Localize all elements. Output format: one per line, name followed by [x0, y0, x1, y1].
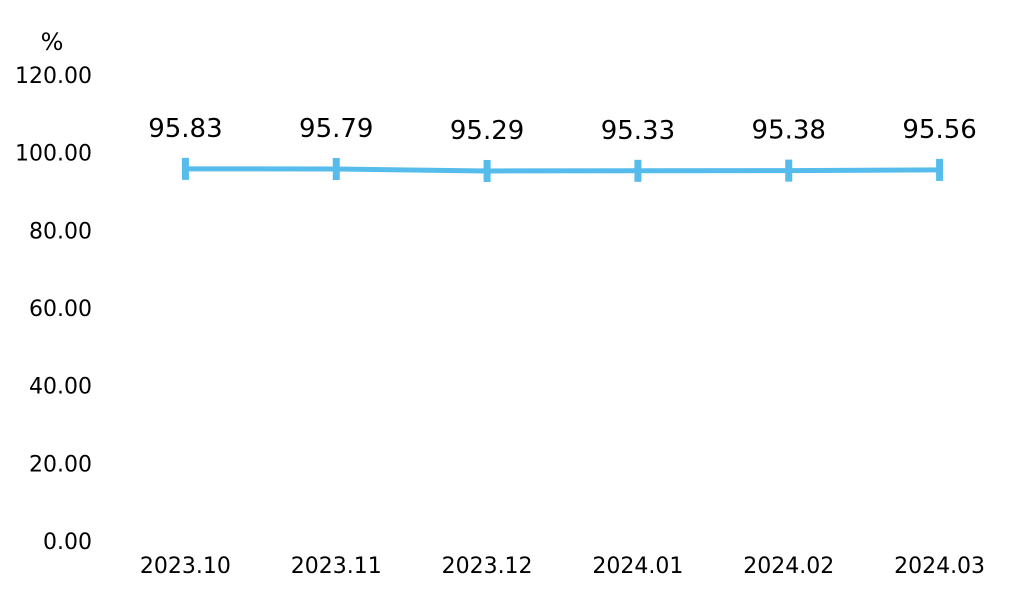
y-tick-label: 80.00	[29, 219, 92, 244]
data-label: 95.29	[450, 116, 524, 146]
x-tick-label: 2023.11	[291, 554, 382, 579]
y-tick-label: 60.00	[29, 297, 92, 322]
y-tick-label: 120.00	[15, 64, 92, 89]
data-label: 95.83	[148, 114, 222, 144]
x-tick-label: 2024.01	[592, 554, 683, 579]
series-group	[181, 157, 944, 182]
y-tick-label: 40.00	[29, 375, 92, 400]
series-line	[182, 166, 943, 174]
data-label: 95.56	[902, 115, 976, 145]
data-point-marker	[332, 158, 340, 181]
data-label: 95.79	[299, 114, 373, 144]
y-axis-unit-label: %	[41, 28, 64, 56]
x-tick-label: 2023.10	[140, 554, 231, 579]
y-tick-label: 20.00	[29, 452, 92, 477]
data-point-marker	[936, 158, 944, 181]
y-tick-label: 100.00	[15, 142, 92, 167]
data-labels: 95.83 95.79 95.29 95.33 95.38 95.56	[148, 114, 977, 146]
x-tick-label: 2024.03	[894, 554, 985, 579]
y-tick-label: 0.00	[43, 530, 92, 555]
y-axis-ticks: 0.00 20.00 40.00 60.00 80.00 100.00 120.00	[15, 64, 92, 555]
x-tick-label: 2023.12	[442, 554, 533, 579]
data-label: 95.38	[752, 116, 826, 146]
x-axis-ticks: 2023.10 2023.11 2023.12 2024.01 2024.02 2024.…	[140, 554, 985, 579]
data-label: 95.33	[601, 116, 675, 146]
x-tick-label: 2024.02	[743, 554, 834, 579]
data-point-marker	[785, 159, 793, 182]
data-point-marker	[181, 157, 189, 180]
data-point-marker	[634, 159, 642, 182]
data-point-marker	[483, 159, 491, 182]
